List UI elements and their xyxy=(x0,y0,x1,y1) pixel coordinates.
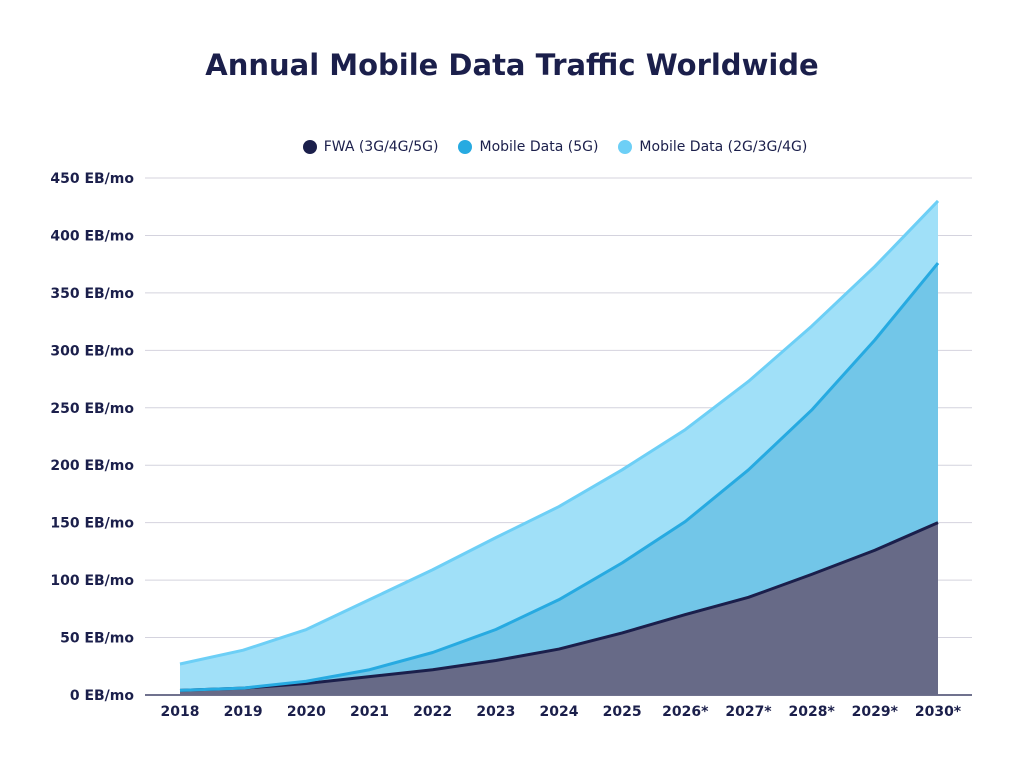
legend-item-2g3g4g: Mobile Data (2G/3G/4G) xyxy=(618,139,807,155)
legend-item-fwa: FWA (3G/4G/5G) xyxy=(302,139,439,155)
y-tick-label: 200 EB/mo xyxy=(50,458,134,474)
y-tick-label: 50 EB/mo xyxy=(60,631,134,647)
legend: FWA (3G/4G/5G) Mobile Data (5G) Mobile D… xyxy=(0,139,1024,155)
x-tick-label: 2024 xyxy=(540,704,579,720)
legend-marker-5g xyxy=(458,140,473,154)
y-tick-label: 0 EB/mo xyxy=(70,688,135,704)
legend-marker-2g3g4g xyxy=(618,140,633,154)
x-tick-label: 2030* xyxy=(915,704,962,720)
y-tick-label: 350 EB/mo xyxy=(50,286,134,302)
x-tick-label: 2018 xyxy=(161,704,200,720)
area-fwa xyxy=(180,522,938,695)
area-5g xyxy=(180,263,938,691)
x-tick-label: 2028* xyxy=(789,704,836,720)
y-tick-label: 450 EB/mo xyxy=(50,171,134,187)
legend-marker-fwa xyxy=(302,140,317,154)
legend-label-fwa: FWA (3G/4G/5G) xyxy=(323,139,439,155)
x-tick-label: 2027* xyxy=(725,704,772,720)
x-tick-label: 2023 xyxy=(476,704,515,720)
y-tick-label: 400 EB/mo xyxy=(50,228,134,244)
chart-title: Annual Mobile Data Traffic Worldwide xyxy=(205,48,819,82)
x-tick-label: 2022 xyxy=(413,704,452,720)
y-tick-label: 300 EB/mo xyxy=(50,343,134,359)
legend-label-2g3g4g: Mobile Data (2G/3G/4G) xyxy=(639,139,808,155)
y-tick-label: 100 EB/mo xyxy=(50,573,134,589)
area-2g3g4g xyxy=(180,200,938,691)
y-tick-label: 250 EB/mo xyxy=(50,401,134,417)
x-tick-label: 2026* xyxy=(662,704,709,720)
x-tick-label: 2021 xyxy=(350,704,389,720)
legend-label-5g: Mobile Data (5G) xyxy=(479,139,599,155)
x-tick-label: 2019 xyxy=(224,704,263,720)
x-tick-label: 2029* xyxy=(852,704,899,720)
x-tick-label: 2020 xyxy=(287,704,326,720)
y-tick-label: 150 EB/mo xyxy=(50,516,134,532)
legend-item-5g: Mobile Data (5G) xyxy=(458,139,598,155)
x-tick-label: 2025 xyxy=(603,704,642,720)
